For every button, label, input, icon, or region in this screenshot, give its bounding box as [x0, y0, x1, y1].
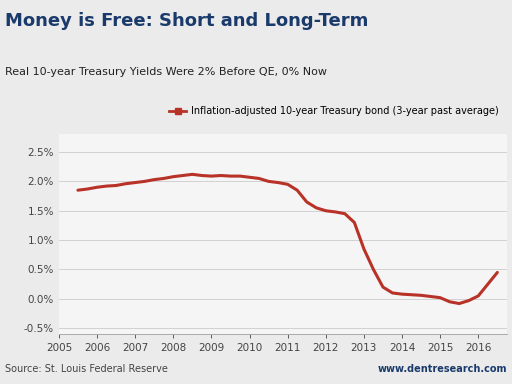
Text: Source: St. Louis Federal Reserve: Source: St. Louis Federal Reserve	[5, 364, 168, 374]
Text: Real 10-year Treasury Yields Were 2% Before QE, 0% Now: Real 10-year Treasury Yields Were 2% Bef…	[5, 67, 327, 77]
Text: Money is Free: Short and Long-Term: Money is Free: Short and Long-Term	[5, 12, 369, 30]
Legend: Inflation-adjusted 10-year Treasury bond (3-year past average): Inflation-adjusted 10-year Treasury bond…	[166, 103, 502, 119]
Text: www.dentresearch.com: www.dentresearch.com	[377, 364, 507, 374]
